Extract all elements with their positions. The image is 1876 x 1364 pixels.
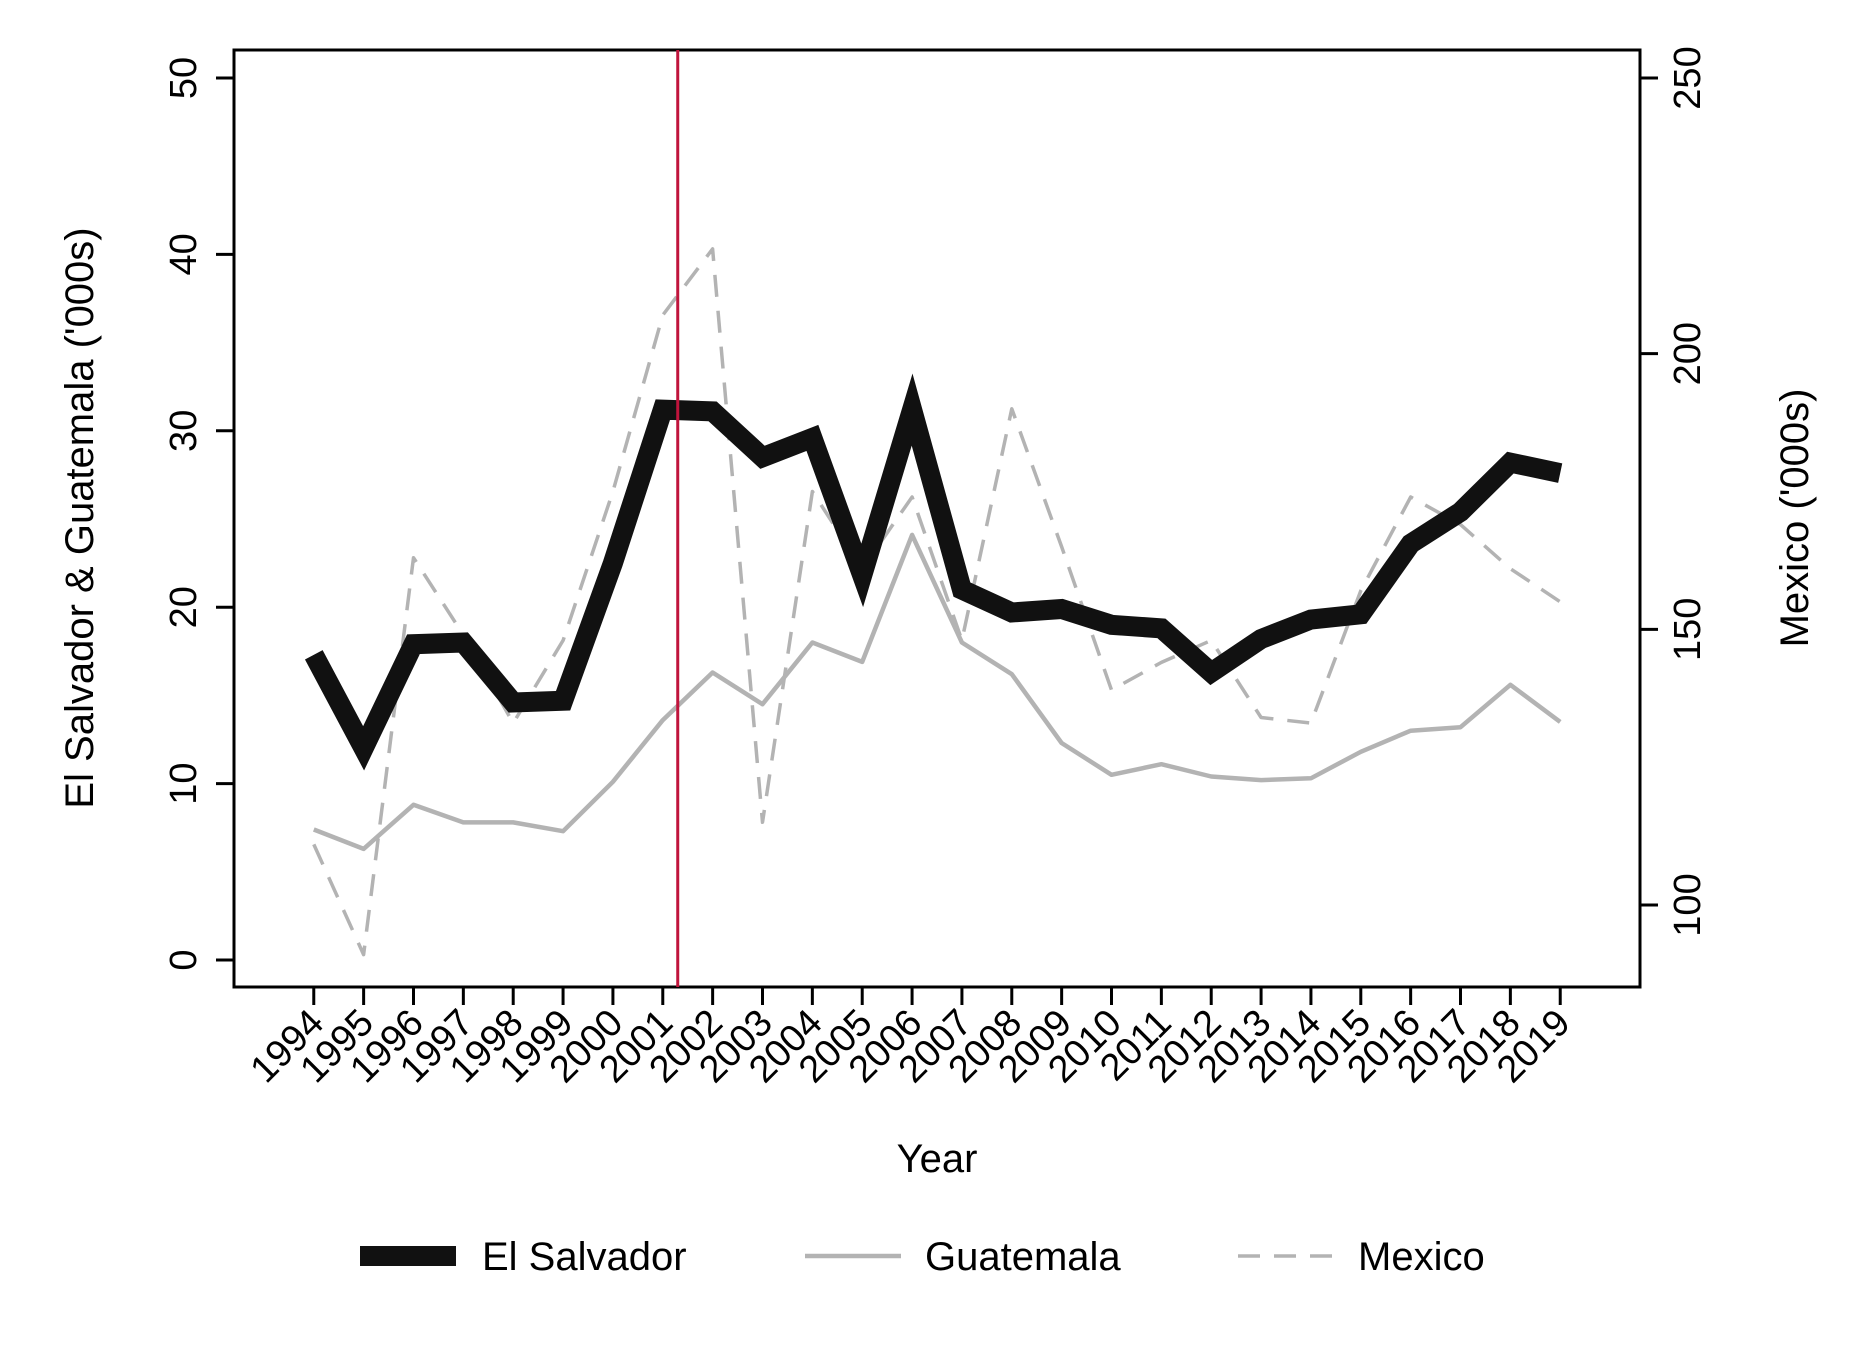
left-tick-label: 20 xyxy=(163,586,205,628)
x-axis: 1994199519961997199819992000200120022003… xyxy=(243,987,1579,1091)
left-tick-label: 10 xyxy=(163,762,205,804)
y-axis-left-title: El Salvador & Guatemala ('000s) xyxy=(58,227,102,808)
right-tick-label: 150 xyxy=(1667,598,1709,661)
series-line-guatemala xyxy=(312,532,1562,852)
left-tick-label: 30 xyxy=(163,410,205,452)
left-y-axis: 0 10 20 30 40 50 xyxy=(163,57,234,971)
y-axis-right-title: Mexico ('000s) xyxy=(1773,389,1817,648)
plot-frame xyxy=(232,48,1642,989)
legend: El Salvador Guatemala Mexico xyxy=(360,1235,1485,1279)
right-tick-label: 200 xyxy=(1667,322,1709,385)
left-tick-label: 50 xyxy=(163,57,205,99)
right-tick-label: 100 xyxy=(1667,873,1709,936)
legend-label: Guatemala xyxy=(925,1235,1121,1279)
legend-label: El Salvador xyxy=(482,1235,687,1279)
legend-label: Mexico xyxy=(1358,1235,1485,1279)
x-axis-title: Year xyxy=(897,1137,978,1181)
series-layer xyxy=(304,247,1563,957)
right-y-axis: 100 150 200 250 xyxy=(1640,46,1709,937)
right-tick-label: 250 xyxy=(1667,46,1709,109)
left-tick-label: 0 xyxy=(163,949,205,970)
series-line-el-salvador xyxy=(304,373,1563,771)
left-tick-label: 40 xyxy=(163,233,205,275)
